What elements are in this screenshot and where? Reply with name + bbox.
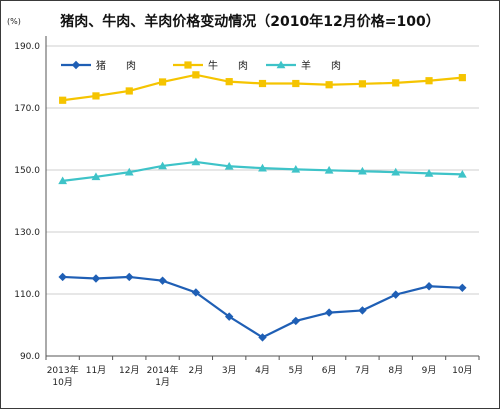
x-tick-label: 7月 <box>355 365 370 376</box>
mutton-data-point <box>124 167 134 176</box>
x-tick-label: 6月 <box>322 365 337 376</box>
mutton-data-point <box>91 172 101 181</box>
pork-data-point <box>191 288 201 297</box>
pork-data-point <box>91 274 101 283</box>
beef-data-point <box>425 77 433 85</box>
pork-data-point <box>391 290 400 299</box>
mutton-data-point <box>358 166 367 175</box>
mutton-legend-label: 羊 肉 <box>301 59 341 72</box>
pork-data-point <box>125 272 134 282</box>
pork-data-point <box>258 333 267 342</box>
pork-data-point <box>424 282 434 291</box>
x-tick-label: 10月 <box>52 377 72 388</box>
mutton-data-point <box>424 169 434 177</box>
beef-data-point <box>358 80 367 88</box>
pork-data-point <box>458 283 467 292</box>
pork-legend-label: 猪 肉 <box>96 59 136 72</box>
beef-series-line <box>62 73 463 102</box>
pork-data-point <box>224 312 234 321</box>
pork-data-point <box>158 276 167 285</box>
y-axis-unit-label: (%) <box>7 17 21 26</box>
beef-data-point <box>192 71 200 79</box>
pork-series-line <box>62 275 463 339</box>
x-tick-label: 1月 <box>155 377 170 388</box>
y-tick-label: 90.0 <box>20 352 40 362</box>
x-tick-label: 11月 <box>86 365 106 376</box>
y-tick-label: 130.0 <box>14 228 40 238</box>
x-tick-label: 8月 <box>388 365 403 376</box>
x-tick-label: 3月 <box>222 365 237 376</box>
mutton-legend-marker <box>276 60 286 69</box>
x-tick-label: 5月 <box>288 365 303 376</box>
mutton-data-point <box>391 167 401 176</box>
mutton-data-point <box>58 176 68 185</box>
x-tick-label: 9月 <box>422 365 437 376</box>
chart-title: 猪肉、牛肉、羊肉价格变动情况（2010年12月价格=100） <box>60 14 440 30</box>
x-tick-label: 12月 <box>119 365 139 376</box>
beef-data-point <box>292 79 300 88</box>
beef-data-point <box>458 74 466 82</box>
beef-legend-marker <box>184 61 192 69</box>
pork-legend-marker <box>71 60 81 70</box>
y-tick-label: 150.0 <box>14 166 40 176</box>
x-tick-label: 2013年 <box>47 364 79 376</box>
beef-data-point <box>325 81 333 89</box>
y-tick-label: 190.0 <box>14 42 40 52</box>
beef-data-point <box>92 92 100 100</box>
x-tick-label: 2014年 <box>147 364 179 376</box>
beef-data-point <box>125 87 133 95</box>
beef-legend-label: 牛 肉 <box>208 59 248 72</box>
beef-data-point <box>258 79 267 88</box>
beef-data-point <box>392 79 400 87</box>
mutton-data-point <box>324 165 334 174</box>
mutton-data-point <box>191 157 201 166</box>
x-tick-label: 2月 <box>189 365 204 376</box>
mutton-data-point <box>224 161 234 170</box>
pork-data-point <box>291 316 301 326</box>
mutton-data-point <box>258 163 267 172</box>
pork-data-point <box>324 308 334 317</box>
pork-data-point <box>58 272 67 282</box>
x-tick-label: 4月 <box>255 365 270 376</box>
mutton-data-point <box>158 161 167 170</box>
y-tick-label: 110.0 <box>14 290 40 300</box>
beef-data-point <box>158 78 167 86</box>
x-tick-label: 10月 <box>452 365 472 376</box>
beef-data-point <box>59 96 67 104</box>
beef-data-point <box>225 78 233 86</box>
pork-data-point <box>358 306 367 315</box>
y-tick-label: 170.0 <box>14 104 40 114</box>
mutton-data-point <box>457 169 467 178</box>
mutton-data-point <box>291 164 301 173</box>
